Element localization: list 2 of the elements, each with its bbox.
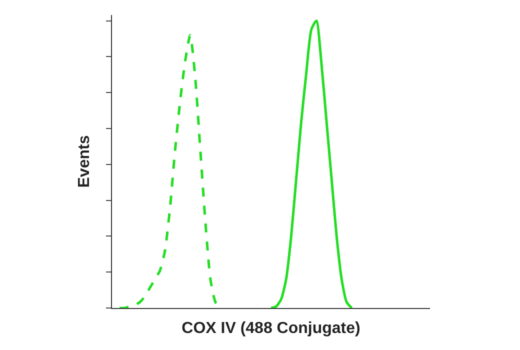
y-axis-title: Events	[76, 135, 93, 188]
x-axis-title: COX IV (488 Conjugate)	[182, 320, 360, 338]
